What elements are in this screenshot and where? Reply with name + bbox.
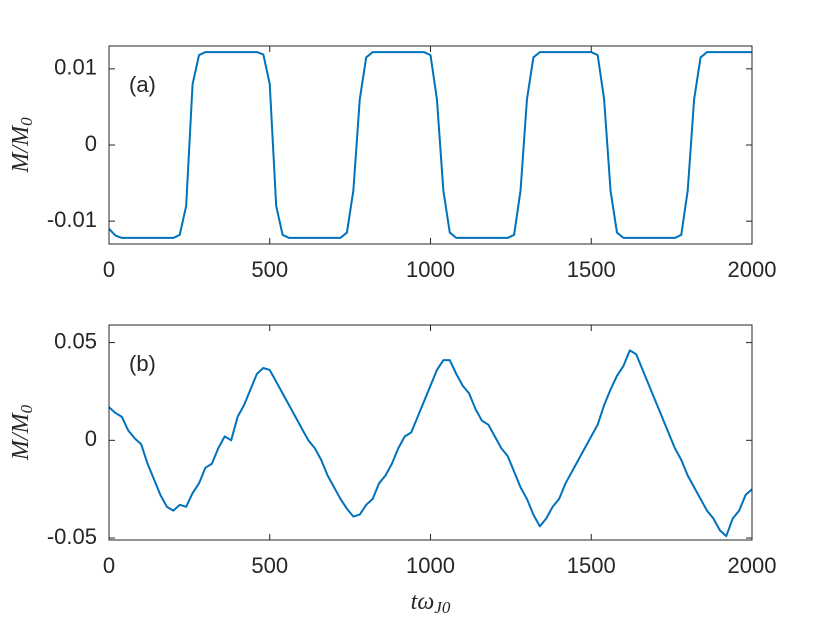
- x-axis-label-main: tω: [411, 589, 435, 615]
- panel-label: (a): [129, 72, 156, 97]
- y-tick-label: 0.05: [54, 328, 97, 353]
- x-tick-label: 1500: [567, 553, 616, 578]
- x-axis-label: tωJ0: [411, 589, 451, 617]
- y-tick-label: 0.01: [54, 55, 97, 80]
- axes-box: [108, 45, 753, 245]
- x-axis-label-sub: J0: [434, 598, 451, 617]
- y-axis-label-main: M/M: [8, 411, 34, 461]
- x-tick-label: 2000: [728, 257, 777, 282]
- x-tick-label: 1000: [406, 257, 455, 282]
- panel-label: (b): [129, 351, 156, 376]
- y-axis-label-sub: 0: [17, 404, 36, 413]
- y-tick-label: -0.01: [47, 207, 97, 232]
- x-tick-label: 500: [251, 257, 288, 282]
- x-tick-label: 500: [251, 553, 288, 578]
- axes-box: [108, 324, 753, 541]
- y-tick-label: 0: [85, 426, 97, 451]
- y-axis-label-main: M/M: [8, 124, 34, 174]
- x-tick-label: 1500: [567, 257, 616, 282]
- y-axis-label-sub: 0: [17, 117, 36, 126]
- data-line: [108, 349, 753, 538]
- x-tick-label: 1000: [406, 553, 455, 578]
- y-tick-label: 0: [85, 131, 97, 156]
- data-line: [108, 51, 752, 239]
- y-tick-label: -0.05: [47, 524, 97, 549]
- y-axis-label: M/M0: [8, 117, 36, 174]
- x-tick-label: 2000: [728, 553, 777, 578]
- x-tick-label: 0: [103, 257, 115, 282]
- x-tick-label: 0: [103, 553, 115, 578]
- y-axis-label: M/M0: [8, 404, 36, 461]
